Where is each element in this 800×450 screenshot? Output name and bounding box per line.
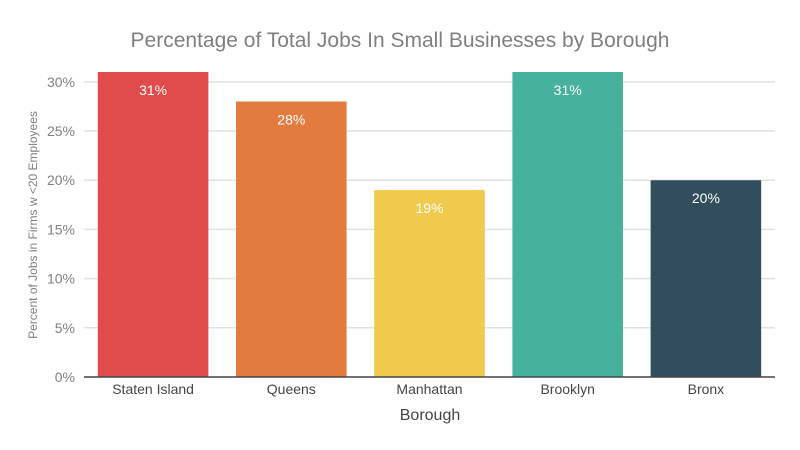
x-axis-ticks: Staten Island Queens Manhattan Brooklyn Bron…: [112, 381, 724, 397]
y-tick-label: 0%: [55, 369, 75, 385]
y-tick-label: 25%: [47, 123, 75, 139]
bar: [97, 72, 209, 377]
data-label: 20%: [692, 190, 720, 206]
bar: [236, 101, 347, 378]
y-tick-label: 5%: [55, 320, 75, 336]
data-label: 19%: [415, 200, 443, 216]
x-tick-label: Staten Island: [112, 381, 194, 397]
x-tick-label: Queens: [267, 381, 316, 397]
y-tick-label: 20%: [47, 172, 75, 188]
data-label: 28%: [277, 112, 305, 128]
data-labels: 31% 28% 19% 31% 20%: [139, 82, 720, 216]
bar: [374, 190, 485, 377]
bar: [512, 72, 623, 377]
data-label: 31%: [554, 82, 582, 98]
bar: [650, 180, 762, 377]
bars: [97, 72, 762, 378]
y-axis-title: Percent of Jobs in Firms w <20 Employees: [26, 111, 40, 339]
chart-title: Percentage of Total Jobs In Small Busine…: [131, 29, 670, 52]
y-tick-label: 30%: [47, 74, 75, 90]
x-tick-label: Manhattan: [396, 381, 462, 397]
x-tick-label: Brooklyn: [540, 381, 594, 397]
data-label: 31%: [139, 82, 167, 98]
x-axis-title: Borough: [400, 407, 461, 424]
x-tick-label: Bronx: [688, 381, 725, 397]
y-tick-label: 15%: [47, 221, 75, 237]
y-axis-ticks: 0% 5% 10% 15% 20% 25% 30%: [47, 74, 75, 385]
y-tick-label: 10%: [47, 271, 75, 287]
